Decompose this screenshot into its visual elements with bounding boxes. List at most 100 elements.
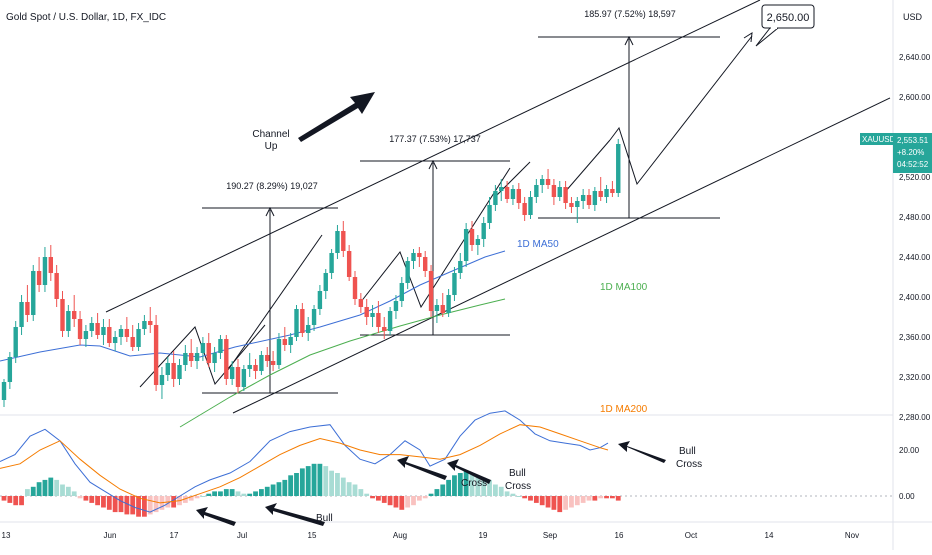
histogram-bar: [259, 489, 264, 496]
histogram-bar: [352, 484, 358, 496]
channel-up-lines: [105, 0, 891, 414]
candle-body: [31, 271, 36, 315]
candle-body: [25, 302, 30, 315]
candle-body: [282, 339, 287, 345]
candle-body: [317, 291, 323, 309]
candle-body: [89, 323, 94, 331]
histogram-bar: [498, 486, 504, 496]
histogram-bar: [60, 484, 65, 496]
histogram-bar: [77, 496, 83, 499]
swing-path-2: [227, 234, 323, 371]
ma50-line: [0, 250, 506, 362]
bull-cross-arrow-icon: [618, 441, 666, 463]
candle-body: [446, 295, 451, 313]
time-tick-label: 16: [615, 531, 624, 540]
histogram-bar: [48, 477, 54, 496]
candle-body: [428, 271, 434, 311]
candle-body: [212, 353, 217, 363]
measure1-label: 190.27 (8.29%) 19,027: [226, 181, 318, 191]
target-box[interactable]: 2,650.00: [755, 4, 815, 47]
candle-body: [300, 309, 305, 333]
time-tick-label: 14: [765, 531, 774, 540]
histogram-bar: [124, 496, 130, 515]
candle-body: [112, 337, 118, 343]
histogram-bar: [317, 463, 323, 496]
bull-cross-label-2: Bull Cross: [505, 468, 531, 492]
channel-arrow-icon: [298, 92, 375, 142]
candle-body: [19, 302, 24, 327]
histogram-bar: [387, 496, 393, 506]
histogram-bar: [153, 496, 159, 513]
candle-body: [516, 189, 521, 203]
candle-body: [311, 309, 317, 325]
histogram-bar: [136, 496, 141, 517]
histogram-bar: [288, 475, 294, 496]
candle-body: [13, 327, 18, 357]
histogram-bar: [299, 468, 305, 496]
histogram-bar: [71, 491, 77, 496]
time-axis[interactable]: 13 Jun 17 Jul 15 Aug 19 Sep 16 Oct 14 Nov: [2, 531, 860, 540]
price-tag-price: 2,553.51: [897, 136, 929, 145]
histogram-bar: [563, 496, 568, 510]
histogram-bar: [1, 496, 7, 501]
candle-body: [235, 367, 241, 387]
histogram-bar: [493, 484, 498, 496]
candle-body: [598, 191, 603, 197]
histogram-bar: [586, 496, 592, 501]
time-tick-label: Jul: [237, 531, 247, 540]
histogram-bar: [416, 496, 422, 501]
histogram-bar: [218, 491, 223, 496]
histogram-bar: [229, 489, 235, 496]
measure3-label: 185.97 (7.52%) 18,597: [584, 9, 676, 19]
candle-body: [241, 369, 247, 387]
histogram-bar: [54, 479, 60, 496]
ma100-label: 1D MA100: [600, 282, 648, 293]
candle-body: [83, 331, 89, 339]
candle-body: [136, 329, 141, 347]
price-tick-label: 2,440.00: [899, 253, 931, 262]
histogram-bar: [282, 479, 288, 496]
candle-body: [1, 382, 7, 400]
candle-body: [540, 179, 545, 185]
candle-body: [118, 329, 124, 337]
histogram-bar: [42, 479, 48, 496]
candle-body: [475, 239, 481, 245]
candle-body: [545, 179, 551, 185]
candle-body: [370, 313, 375, 317]
histogram-bar: [370, 496, 375, 499]
candles[interactable]: [1, 139, 621, 407]
candle-body: [42, 257, 48, 285]
candle-body: [177, 365, 182, 379]
histogram-bar: [358, 489, 364, 496]
candle-body: [405, 261, 410, 283]
price-tag: XAUUSD 2,553.51 +8.20% 04:52:52: [860, 133, 932, 173]
histogram-bar: [580, 496, 586, 503]
histogram-bar: [340, 477, 346, 496]
candle-body: [393, 301, 399, 311]
histogram-bar: [253, 491, 258, 496]
candle-body: [171, 363, 176, 379]
histogram-bar: [364, 493, 370, 496]
histogram-bar: [335, 473, 340, 496]
candle-body: [7, 357, 13, 382]
candle-body: [534, 185, 539, 197]
candle-body: [294, 309, 299, 337]
candle-body: [387, 311, 393, 331]
histogram-bar: [305, 466, 311, 496]
bull-cross-arrow-2-icon: [397, 456, 447, 480]
price-tag-value-bg: [893, 133, 932, 173]
indicator-tick-label: 0.00: [899, 492, 915, 501]
indicator-axis[interactable]: 20.00 0.00: [899, 446, 920, 501]
histogram-bar: [294, 473, 299, 496]
time-tick-label: 15: [308, 531, 317, 540]
bull-cross-arrow-5-icon: [265, 503, 325, 526]
candle-body: [183, 353, 188, 365]
candle-body: [434, 305, 440, 311]
candle-body: [194, 353, 200, 361]
histogram-bar: [475, 475, 481, 496]
candle-body: [218, 339, 223, 353]
histogram-bar: [557, 496, 563, 513]
candle-body: [66, 311, 71, 331]
histogram-bar: [83, 496, 89, 501]
ma200-label: 1D MA200: [600, 404, 648, 415]
